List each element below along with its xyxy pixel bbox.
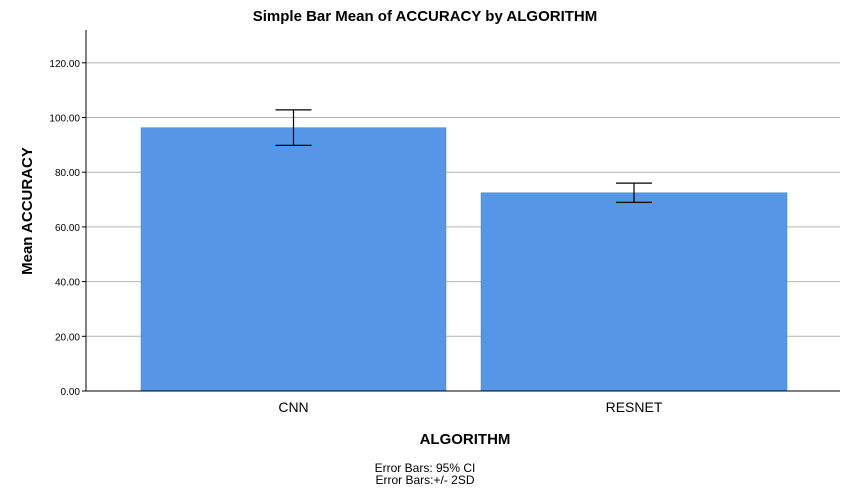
error-bar-cnn — [275, 109, 312, 147]
y-tick-label: 120.00 — [49, 59, 80, 70]
footnotes: Error Bars: 95% CI Error Bars:+/- 2SD — [0, 462, 850, 486]
error-bars — [275, 109, 652, 203]
footnote-ci: Error Bars: 95% CI — [374, 461, 476, 475]
y-tick-label: 100.00 — [49, 114, 80, 125]
y-tick-label: 40.00 — [55, 278, 80, 289]
bar-resnet — [480, 192, 788, 392]
bars — [140, 127, 788, 392]
chart-title: Simple Bar Mean of ACCURACY by ALGORITHM — [252, 8, 598, 25]
y-tick-label: 80.00 — [55, 168, 80, 179]
x-tick-label-resnet: RESNET — [606, 399, 663, 415]
y-axis-label: Mean ACCURACY — [19, 147, 36, 275]
y-tick-label: 0.00 — [61, 387, 81, 398]
error-bar-resnet — [616, 182, 652, 203]
footnote-sd: Error Bars:+/- 2SD — [375, 473, 475, 487]
y-tick-label: 60.00 — [55, 223, 80, 234]
x-axis-label: ALGORITHM — [420, 431, 511, 448]
y-tick-label: 20.00 — [55, 332, 80, 343]
bar-cnn — [140, 127, 447, 392]
x-tick-label-cnn: CNN — [278, 399, 308, 415]
tick-labels: 0.00 20.00 40.00 60.00 80.00 100.00 120.00 CNN R… — [49, 59, 662, 415]
axes — [82, 30, 840, 392]
